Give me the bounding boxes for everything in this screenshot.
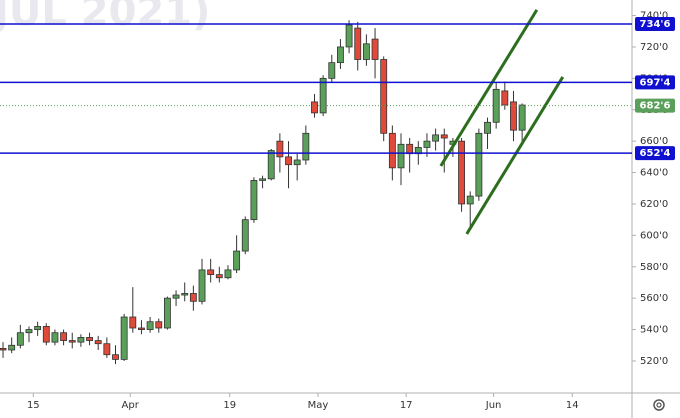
candle-body	[42, 326, 50, 343]
candle-body	[68, 340, 76, 343]
candle-body	[267, 150, 275, 180]
candle-body	[163, 297, 171, 329]
level-label-box	[635, 146, 675, 161]
candle-body	[172, 294, 180, 299]
candle-body	[189, 293, 197, 302]
y-tick-label: 580'0	[640, 262, 668, 273]
candle-body	[458, 140, 465, 205]
level-label-box	[635, 17, 675, 32]
y-tick-label: 640'0	[640, 168, 668, 179]
level-label: 734'6	[640, 19, 671, 30]
candle-body	[276, 140, 284, 158]
x-tick-label: 14	[566, 400, 579, 411]
candle-body	[501, 90, 509, 106]
candle-body	[345, 24, 353, 48]
settings-icon[interactable]	[653, 399, 665, 411]
candle-body	[380, 59, 388, 134]
candle-body	[466, 195, 474, 205]
candle-body	[302, 132, 310, 161]
candle-body	[250, 180, 258, 221]
candle-body	[207, 269, 215, 276]
gear[interactable]	[653, 399, 665, 411]
candle-body	[328, 62, 336, 79]
candle-body	[241, 219, 249, 252]
candle-body	[25, 329, 33, 334]
x-tick-label: 19	[223, 400, 236, 411]
candle-body	[475, 132, 483, 197]
gear-hub[interactable]	[656, 402, 662, 408]
candle-body	[354, 27, 362, 60]
candle-body	[215, 274, 223, 279]
watermark: JUL 2021)	[0, 0, 210, 35]
candle-body	[362, 43, 370, 60]
candle-body	[129, 316, 137, 329]
candle-body	[112, 354, 119, 360]
x-tick-label: 17	[400, 400, 413, 411]
level-label: 697'4	[640, 77, 671, 88]
candle-body	[510, 101, 517, 131]
candle-body	[8, 344, 16, 351]
candle-body	[388, 132, 396, 169]
candle-body	[138, 327, 145, 330]
y-tick-label: 740'0	[640, 11, 668, 22]
candle-body	[397, 143, 405, 169]
y-tick-label: 620'0	[640, 199, 668, 210]
candle-body	[319, 77, 327, 114]
trend-line	[439, 9, 539, 167]
candle-body	[155, 321, 163, 329]
candle-body	[86, 337, 93, 341]
candle-body	[311, 101, 318, 114]
x-tick-label: Jun	[485, 400, 502, 411]
candle-body	[34, 326, 42, 330]
candle-body	[233, 250, 241, 271]
level-label-box	[635, 98, 675, 113]
candle-body	[518, 104, 526, 131]
x-tick-label: 15	[27, 400, 40, 411]
candle-body	[198, 269, 206, 302]
candle-body	[94, 340, 102, 345]
trend-line	[465, 76, 565, 235]
candle-body	[120, 316, 128, 360]
candle-body	[146, 321, 154, 330]
candle-body	[492, 88, 500, 123]
candle-body	[16, 332, 24, 346]
y-tick-label: 540'0	[640, 325, 668, 336]
candle-body	[371, 38, 379, 60]
y-tick-label: 720'0	[640, 42, 668, 53]
level-label: 682'6	[640, 101, 671, 112]
y-tick-label: 520'0	[640, 356, 668, 367]
y-tick-label: 560'0	[640, 293, 668, 304]
candle-body	[77, 337, 85, 343]
candle-body	[432, 134, 440, 142]
candle-body	[259, 178, 267, 181]
level-label: 652'4	[640, 148, 671, 159]
candle-body	[60, 332, 68, 341]
y-tick-label: 660'0	[640, 136, 668, 147]
candle-body	[181, 293, 189, 296]
x-tick-label: May	[308, 400, 329, 411]
candle-body	[0, 348, 7, 351]
candle-body	[406, 143, 414, 155]
candle-body	[293, 159, 301, 166]
candle-body	[224, 269, 232, 279]
candle-body	[51, 332, 59, 343]
candle-body	[484, 121, 491, 134]
candle-body	[440, 134, 448, 139]
level-label-box	[635, 75, 675, 90]
x-tick-label: Apr	[122, 400, 140, 411]
y-tick-label: 600'0	[640, 230, 668, 241]
candle-body	[285, 156, 292, 166]
candle-body	[337, 46, 344, 64]
candle-body	[423, 140, 431, 148]
candle-body	[103, 343, 111, 356]
